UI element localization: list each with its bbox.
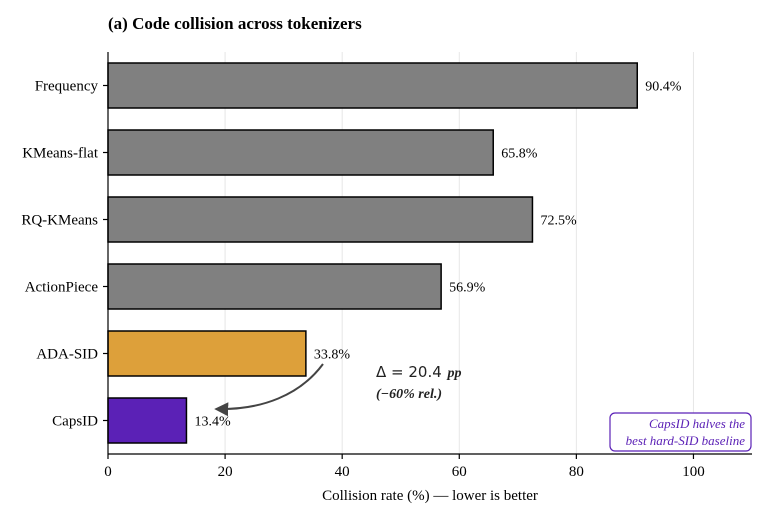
x-tick-label-60: 60 — [452, 464, 467, 480]
value-label-actionpiece: 56.9% — [449, 281, 486, 296]
grid — [224, 52, 694, 454]
x-axis-label: Collision rate (%) — lower is better — [322, 488, 538, 504]
chart-title: (a) Code collision across tokenizers — [108, 14, 362, 33]
category-label-ada-sid: ADA-SID — [36, 347, 98, 363]
category-label-actionpiece: ActionPiece — [25, 280, 99, 296]
x-tick-label-40: 40 — [335, 464, 350, 480]
delta-relative: (−60% rel.) — [376, 387, 442, 402]
callout-line-2: best hard-SID baseline — [626, 433, 746, 448]
value-label-kmeans-flat: 65.8% — [501, 147, 538, 162]
delta-arrow — [214, 363, 324, 417]
value-labels: 90.4% 65.8% 72.5% 56.9% 33.8% 13.4% — [194, 80, 681, 430]
category-label-frequency: Frequency — [35, 79, 99, 95]
bar-kmeans-flat — [107, 129, 494, 176]
value-label-frequency: 90.4% — [645, 80, 682, 95]
value-label-capsid: 13.4% — [194, 415, 231, 430]
y-tick-labels: Frequency KMeans-flat RQ-KMeans ActionPiece… — [21, 79, 108, 430]
category-label-rq-kmeans: RQ-KMeans — [21, 213, 98, 229]
callout-box — [609, 412, 752, 452]
x-tick-label-20: 20 — [218, 464, 233, 480]
delta-value: Δ = 20.4 — [376, 363, 442, 381]
category-label-kmeans-flat: KMeans-flat — [22, 146, 99, 162]
bar-ada-sid — [107, 330, 307, 377]
category-label-capsid: CapsID — [52, 414, 98, 430]
x-tick-label-100: 100 — [682, 464, 705, 480]
x-tick-label-0: 0 — [104, 464, 112, 480]
callout-line-1: CapsID halves the — [649, 416, 745, 431]
value-label-rq-kmeans: 72.5% — [540, 214, 577, 229]
bar-capsid — [107, 397, 188, 444]
delta-annotation: Δ = 20.4 pp — [376, 363, 462, 381]
bar-actionpiece — [107, 263, 442, 310]
delta-unit: pp — [447, 366, 462, 381]
bar-rq-kmeans — [107, 196, 534, 243]
x-tick-labels: 0 20 40 60 80 100 — [104, 454, 705, 480]
value-label-ada-sid: 33.8% — [314, 348, 351, 363]
bars — [107, 62, 639, 444]
x-tick-label-80: 80 — [569, 464, 584, 480]
bar-frequency — [107, 62, 639, 109]
